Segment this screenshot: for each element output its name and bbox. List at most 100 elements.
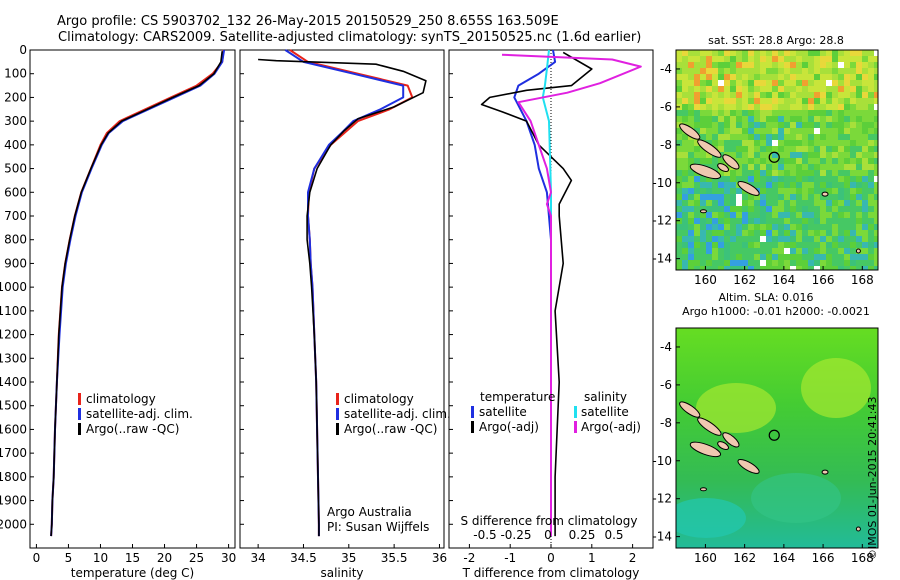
sst-pixel [724, 242, 730, 248]
sst-pixel [802, 62, 808, 68]
sst-pixel [688, 260, 694, 266]
sst-pixel [712, 230, 718, 236]
sst-pixel [844, 158, 850, 164]
sst-pixel [730, 80, 736, 86]
island-shape [679, 401, 701, 418]
sst-pixel [874, 140, 878, 146]
sst-pixel [766, 128, 772, 134]
sst-pixel [784, 182, 790, 188]
sst-pixel [856, 194, 862, 200]
sst-pixel [742, 260, 748, 266]
sst-pixel [802, 212, 808, 218]
sst-pixel [706, 248, 712, 254]
sst-pixel [838, 236, 844, 242]
sst-pixel [772, 248, 778, 254]
sst-pixel [868, 50, 874, 56]
sst-pixel [862, 260, 868, 266]
sst-pixel [724, 86, 730, 92]
sst-pixel [724, 122, 730, 128]
sst-pixel [766, 200, 772, 206]
sst-pixel [778, 56, 784, 62]
sst-pixel [796, 230, 802, 236]
sst-pixel [784, 134, 790, 140]
sst-pixel [826, 50, 832, 56]
sst-pixel [850, 212, 856, 218]
sst-pixel [814, 74, 820, 80]
missing-pixel [736, 200, 742, 206]
sst-pixel [730, 242, 736, 248]
sst-pixel [778, 218, 784, 224]
sst-pixel [760, 74, 766, 80]
sst-pixel [814, 122, 820, 128]
sst-pixel [832, 242, 838, 248]
series-line-argo---raw--qc- [50, 51, 223, 537]
sst-pixel [790, 86, 796, 92]
sst-pixel [862, 74, 868, 80]
sst-pixel [682, 110, 688, 116]
sst-pixel [784, 128, 790, 134]
sst-pixel [820, 74, 826, 80]
sst-pixel [778, 170, 784, 176]
sst-pixel [802, 104, 808, 110]
sst-pixel [760, 110, 766, 116]
sst-pixel [688, 92, 694, 98]
sst-pixel [706, 74, 712, 80]
sst-pixel [826, 116, 832, 122]
sst-pixel [814, 92, 820, 98]
sst-pixel [820, 92, 826, 98]
sst-pixel [826, 182, 832, 188]
x-tick-label: 0 [33, 551, 41, 565]
sst-pixel [700, 110, 706, 116]
x-tick-label: 35.5 [381, 551, 408, 565]
sst-pixel [844, 230, 850, 236]
sst-pixel [808, 248, 814, 254]
sst-pixel [814, 236, 820, 242]
sst-pixel [856, 62, 862, 68]
sst-pixel [808, 98, 814, 104]
sst-pixel [718, 224, 724, 230]
map-x-tick-label: 160 [694, 273, 717, 287]
sst-pixel [808, 62, 814, 68]
sst-pixel [790, 152, 796, 158]
sst-pixel [856, 98, 862, 104]
sst-pixel [844, 248, 850, 254]
sst-pixel [808, 146, 814, 152]
sst-pixel [808, 182, 814, 188]
sst-pixel [730, 62, 736, 68]
sst-pixel [814, 260, 820, 266]
y-tick-label: 2000 [0, 517, 27, 531]
x-tick-label: 15 [125, 551, 140, 565]
sst-pixel [784, 146, 790, 152]
sst-pixel [730, 248, 736, 254]
sst-pixel [826, 218, 832, 224]
sst-pixel [826, 170, 832, 176]
sst-pixel [706, 176, 712, 182]
sst-pixel [748, 104, 754, 110]
sst-pixel [772, 68, 778, 74]
sst-pixel [688, 254, 694, 260]
sst-pixel [718, 212, 724, 218]
sst-pixel [694, 218, 700, 224]
sst-pixel [850, 182, 856, 188]
sst-pixel [790, 134, 796, 140]
sst-pixel [790, 128, 796, 134]
sst-pixel [748, 254, 754, 260]
sst-pixel [736, 110, 742, 116]
sst-pixel [808, 230, 814, 236]
sst-pixel [796, 188, 802, 194]
sst-pixel [682, 188, 688, 194]
sst-pixel [736, 116, 742, 122]
sst-pixel [706, 122, 712, 128]
sst-pixel [772, 254, 778, 260]
sst-pixel [874, 74, 878, 80]
sst-pixel [814, 80, 820, 86]
sst-pixel [856, 128, 862, 134]
sst-pixel [742, 134, 748, 140]
sst-pixel [688, 98, 694, 104]
sst-pixel [676, 224, 682, 230]
x-tick-label: 34 [250, 551, 265, 565]
island-shape [855, 526, 861, 532]
sst-pixel [736, 80, 742, 86]
sst-pixel [760, 80, 766, 86]
sst-pixel [712, 50, 718, 56]
